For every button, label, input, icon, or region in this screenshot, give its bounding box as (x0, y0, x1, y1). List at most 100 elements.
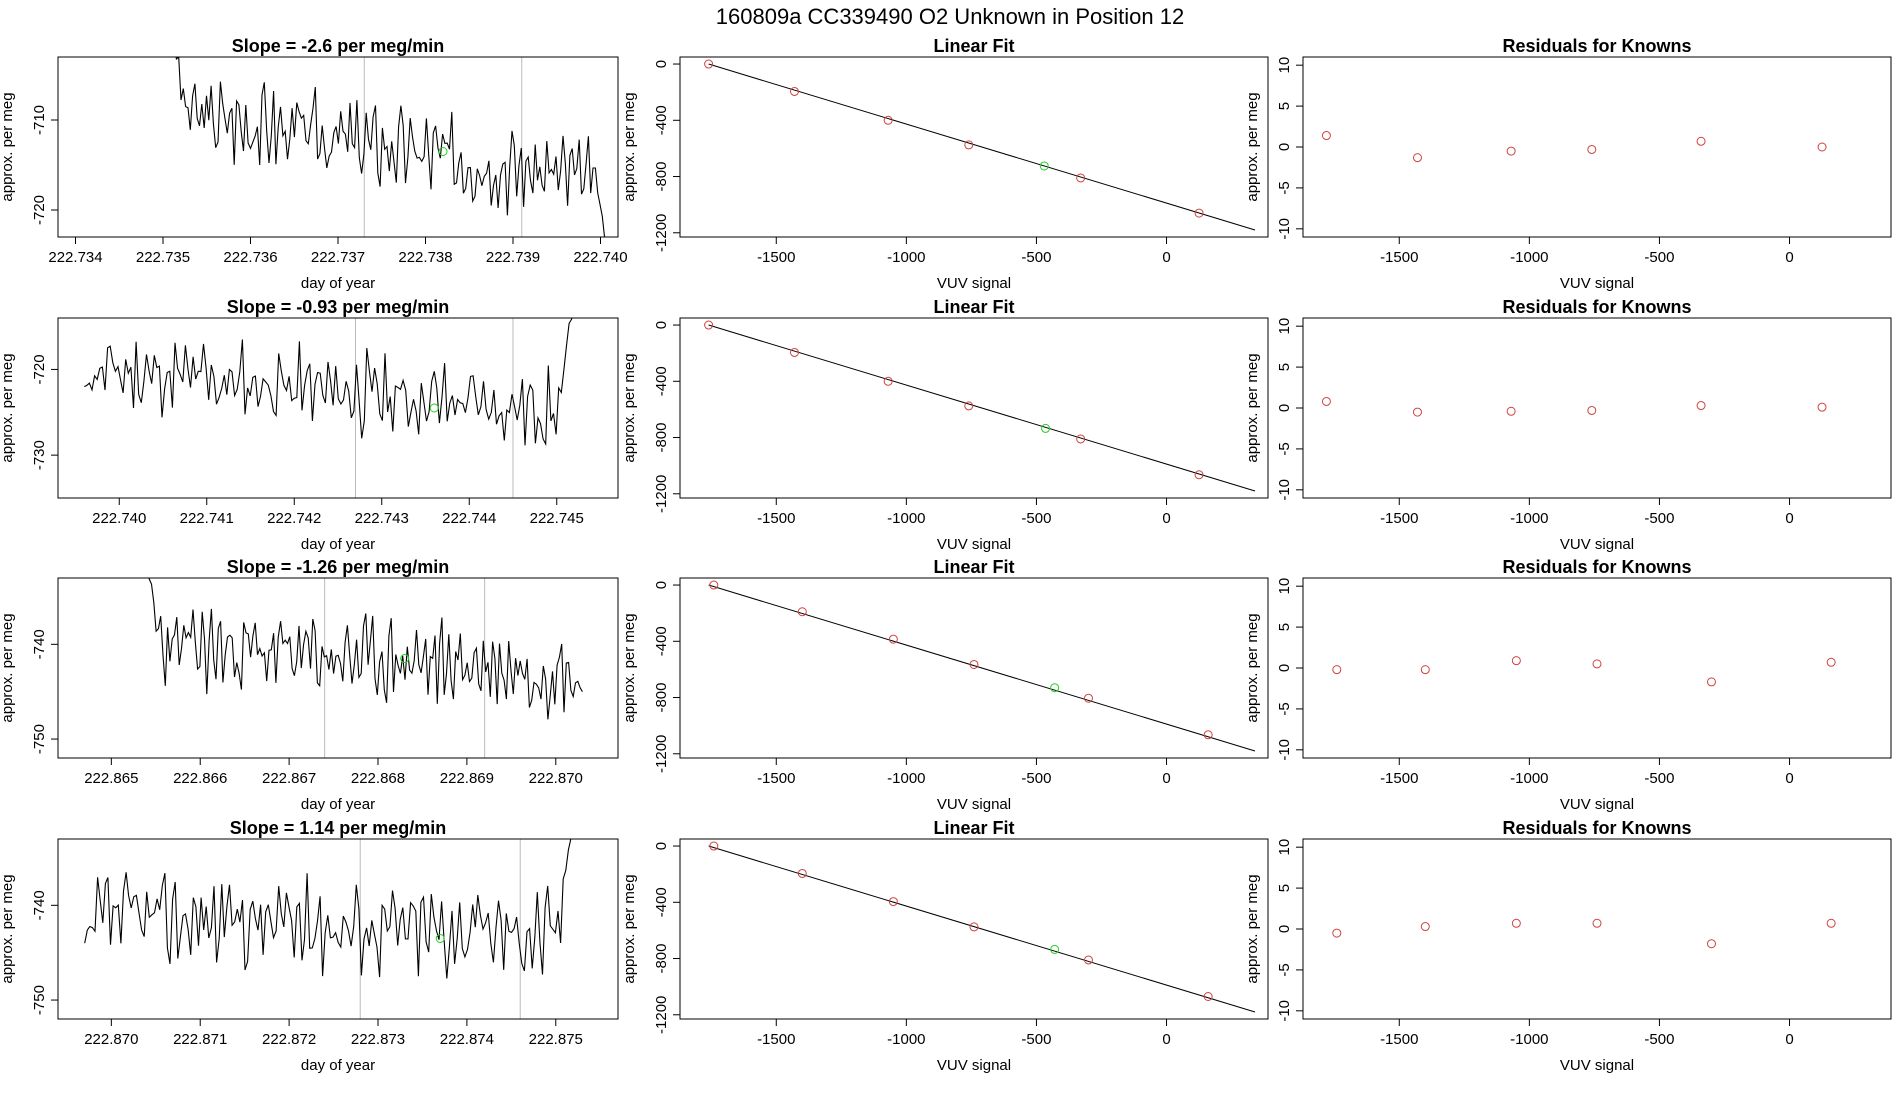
plot-area (84, 839, 572, 1019)
fit-line (708, 63, 1256, 231)
x-axis-label: VUV signal (1560, 796, 1634, 813)
panel-title: Linear Fit (933, 297, 1014, 317)
fit-line (708, 845, 1256, 1013)
plot-area (175, 57, 606, 237)
known-point (797, 868, 807, 878)
y-tick-label: 10 (1276, 57, 1293, 74)
y-tick-label: -10 (1276, 479, 1293, 501)
y-tick-label: 5 (1276, 623, 1293, 631)
y-tick-label: -1200 (653, 475, 670, 513)
y-axis-label: approx. per meg (0, 874, 16, 983)
plot-frame (57, 577, 619, 759)
y-tick-label: -740 (31, 629, 48, 659)
panel-title: Linear Fit (933, 36, 1014, 56)
known-point (1706, 939, 1716, 949)
x-axis-label: day of year (301, 275, 375, 292)
panel-2: Linear Fit VUV signal approx. per meg -1500… (621, 36, 1269, 292)
x-axis-label: VUV signal (937, 536, 1011, 553)
y-tick-label: 10 (1276, 839, 1293, 856)
x-tick-label: 222.742 (267, 510, 321, 527)
known-point (1506, 406, 1516, 416)
known-point (1083, 955, 1093, 965)
y-tick-label: 5 (1276, 363, 1293, 371)
known-point (1083, 693, 1093, 703)
known-point (883, 115, 893, 125)
y-axis-label: approx. per meg (0, 353, 16, 462)
y-tick-label: -10 (1276, 739, 1293, 761)
fit-line (708, 584, 1256, 752)
known-point (969, 659, 979, 669)
y-tick-label: -400 (653, 887, 670, 917)
known-point (709, 841, 719, 851)
plot-frame (57, 317, 619, 499)
y-tick-label: 0 (653, 842, 670, 850)
plot-area (1332, 656, 1836, 687)
x-tick-label: 0 (1785, 770, 1793, 787)
y-tick-label: -800 (653, 423, 670, 453)
y-tick-label: 0 (1276, 925, 1293, 933)
plot-frame (679, 577, 1269, 759)
x-tick-label: 0 (1785, 510, 1793, 527)
x-tick-label: 222.745 (530, 510, 584, 527)
y-tick-label: -5 (1276, 181, 1293, 194)
y-axis-label: approx. per meg (621, 613, 638, 722)
y-tick-label: -730 (31, 440, 48, 470)
x-tick-label: -500 (1021, 1031, 1051, 1048)
y-tick-label: 10 (1276, 318, 1293, 335)
y-tick-label: -5 (1276, 442, 1293, 455)
x-axis-label: VUV signal (937, 275, 1011, 292)
y-tick-label: 5 (1276, 102, 1293, 110)
known-point (1696, 401, 1706, 411)
known-point (1203, 730, 1213, 740)
y-axis-label: approx. per meg (1244, 92, 1261, 201)
known-point (964, 140, 974, 150)
known-point (1332, 928, 1342, 938)
x-axis-label: VUV signal (1560, 275, 1634, 292)
known-point (789, 347, 799, 357)
x-tick-label: 222.870 (529, 770, 583, 787)
x-tick-label: -1000 (887, 510, 925, 527)
known-point (1587, 144, 1597, 154)
plot-area (1321, 131, 1827, 163)
x-tick-label: 222.736 (223, 249, 277, 266)
plot-frame (679, 56, 1269, 238)
panel-title: Residuals for Knowns (1502, 557, 1691, 577)
y-tick-label: -800 (653, 162, 670, 192)
plot-frame (57, 838, 619, 1020)
x-tick-label: 0 (1162, 1031, 1170, 1048)
plot-area (708, 841, 1256, 1013)
known-point (1592, 659, 1602, 669)
unknown-point (435, 933, 445, 943)
plot-frame (1302, 838, 1892, 1020)
y-tick-label: -800 (653, 944, 670, 974)
x-axis-label: VUV signal (937, 796, 1011, 813)
known-point (789, 86, 799, 96)
series-line (175, 57, 606, 237)
plot-frame (679, 317, 1269, 499)
x-tick-label: 222.735 (136, 249, 190, 266)
x-axis-label: day of year (301, 1057, 375, 1074)
known-point (888, 897, 898, 907)
y-tick-label: 0 (1276, 143, 1293, 151)
x-tick-label: 222.743 (355, 510, 409, 527)
plot-frame (1302, 56, 1892, 238)
panel-12: Residuals for Knowns VUV signal approx. pe… (1244, 818, 1892, 1074)
x-tick-label: -1500 (1380, 510, 1418, 527)
known-point (1706, 677, 1716, 687)
x-tick-label: 222.874 (440, 1031, 494, 1048)
known-point (1511, 918, 1521, 928)
x-tick-label: 222.875 (529, 1031, 583, 1048)
x-tick-label: 222.871 (173, 1031, 227, 1048)
known-point (1817, 142, 1827, 152)
y-tick-label: -740 (31, 890, 48, 920)
x-tick-label: 222.873 (351, 1031, 405, 1048)
y-tick-label: -800 (653, 683, 670, 713)
x-tick-label: -500 (1021, 510, 1051, 527)
y-tick-label: 0 (1276, 664, 1293, 672)
x-tick-label: 222.870 (84, 1031, 138, 1048)
x-tick-label: -1500 (757, 1031, 795, 1048)
figure-title: 160809a CC339490 O2 Unknown in Position … (716, 4, 1184, 29)
panel-title: Slope = -1.26 per meg/min (227, 557, 450, 577)
y-axis-label: approx. per meg (0, 92, 16, 201)
